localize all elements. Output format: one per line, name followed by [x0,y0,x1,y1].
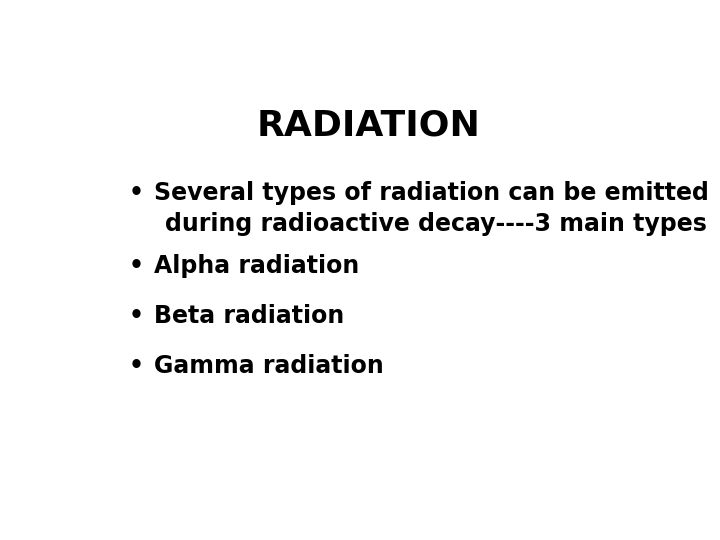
Text: RADIATION: RADIATION [257,109,481,143]
Text: •: • [129,254,144,278]
Text: Several types of radiation can be emitted: Several types of radiation can be emitte… [154,181,709,205]
Text: Beta radiation: Beta radiation [154,304,344,328]
Text: •: • [129,354,144,378]
Text: Gamma radiation: Gamma radiation [154,354,384,378]
Text: during radioactive decay----3 main types: during radioactive decay----3 main types [166,212,707,237]
Text: •: • [129,181,144,205]
Text: •: • [129,304,144,328]
Text: Alpha radiation: Alpha radiation [154,254,359,278]
